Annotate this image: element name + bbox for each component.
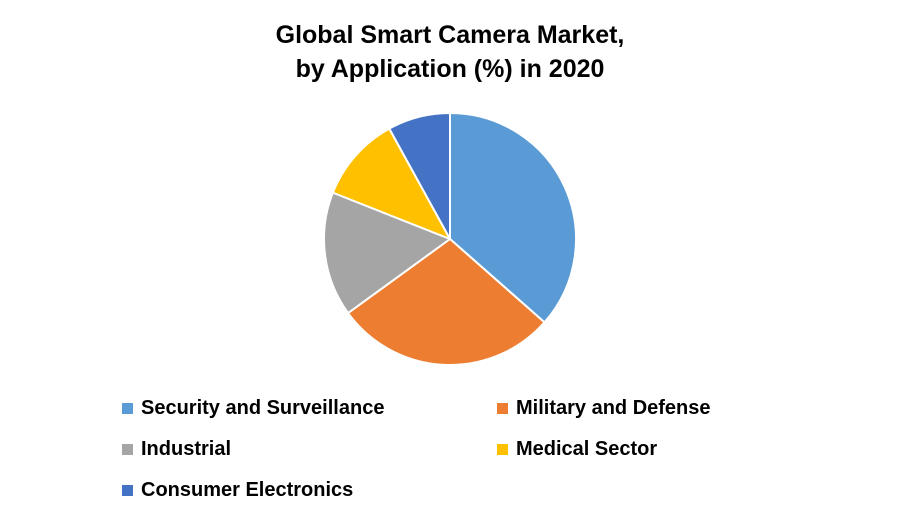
pie-slice-consumer-electronics — [388, 112, 451, 240]
chart-title-line-2: by Application (%) in 2020 — [295, 55, 605, 83]
legend-swatch — [122, 443, 133, 455]
legend-item-medical-sector: Medical Sector — [497, 434, 842, 464]
legend-label: Consumer Electronics — [141, 478, 354, 501]
legend-swatch — [497, 402, 508, 414]
legend-label: Industrial — [141, 437, 232, 460]
pie-slice-medical-sector — [331, 127, 451, 240]
legend-item-military-and-defense: Military and Defense — [497, 393, 842, 423]
chart-title: Global Smart Camera Market, by Applicati… — [0, 18, 900, 86]
legend-item-consumer-electronics: Consumer Electronics — [122, 475, 497, 505]
legend-label: Medical Sector — [516, 437, 658, 460]
legend-label: Military and Defense — [516, 396, 711, 419]
legend-label: Security and Surveillance — [141, 396, 385, 419]
chart-title-line-1: Global Smart Camera Market, — [275, 21, 625, 49]
legend-swatch — [122, 484, 133, 496]
legend-item-industrial: Industrial — [122, 434, 497, 464]
pie-slice-industrial — [323, 191, 451, 315]
chart-legend: Security and Surveillance Military and D… — [122, 393, 842, 516]
legend-swatch — [122, 402, 133, 414]
pie-slice-security-and-surveillance — [449, 112, 577, 324]
pie-slice-military-and-defense — [347, 238, 546, 366]
legend-item-security-and-surveillance: Security and Surveillance — [122, 393, 497, 423]
legend-swatch — [497, 443, 508, 455]
